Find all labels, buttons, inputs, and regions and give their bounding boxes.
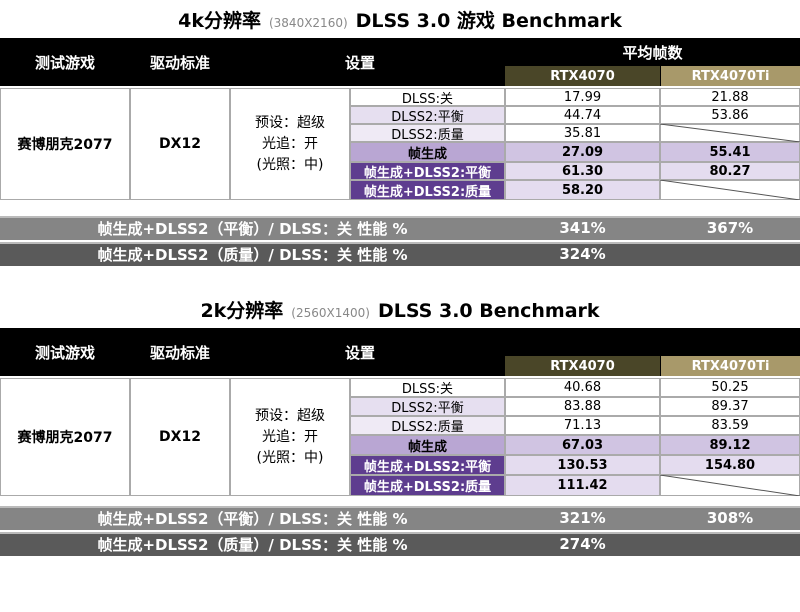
preset-cell: 预设：超级光追：开 (光照：中) bbox=[230, 378, 350, 496]
setting-cell: 帧生成+DLSS2:平衡 bbox=[350, 455, 505, 475]
empty-cell-slash bbox=[660, 180, 800, 200]
summary-bg bbox=[0, 532, 800, 556]
value-cell: 58.20 bbox=[505, 180, 660, 200]
value-cell: 130.53 bbox=[505, 455, 660, 475]
header-gpu1: RTX4070 bbox=[505, 356, 660, 376]
value-cell: 44.74 bbox=[505, 106, 660, 124]
title-resolution: (2560X1400) bbox=[291, 306, 370, 320]
preset-line: 光追：开 bbox=[262, 135, 318, 152]
header-game: 测试游戏 bbox=[0, 328, 130, 376]
value-cell: 61.30 bbox=[505, 162, 660, 180]
summary-value: 274% bbox=[559, 535, 606, 553]
header-average: 平均帧数 bbox=[505, 40, 800, 64]
value-cell: 50.25 bbox=[660, 378, 800, 397]
game-cell: 赛博朋克2077 bbox=[0, 88, 130, 200]
section-title: 4k分辨率 (3840X2160) DLSS 3.0 游戏 Benchmark bbox=[0, 2, 800, 32]
preset-line: (光照：中) bbox=[256, 449, 324, 466]
summary-label: 帧生成+DLSS2（平衡）/ DLSS：关 性能 % bbox=[97, 219, 408, 238]
preset-line: (光照：中) bbox=[256, 156, 324, 173]
setting-cell: DLSS2:质量 bbox=[350, 416, 505, 435]
setting-cell: DLSS2:质量 bbox=[350, 124, 505, 143]
setting-cell: 帧生成 bbox=[350, 142, 505, 162]
value-cell: 21.88 bbox=[660, 88, 800, 106]
summary-label: 帧生成+DLSS2（平衡）/ DLSS：关 性能 % bbox=[97, 509, 408, 528]
value-cell: 89.37 bbox=[660, 397, 800, 416]
value-cell: 35.81 bbox=[505, 124, 660, 142]
header-driver: 驱动标准 bbox=[130, 38, 230, 86]
driver-cell: DX12 bbox=[130, 378, 230, 496]
title-rest: DLSS 3.0 Benchmark bbox=[377, 300, 600, 322]
setting-cell: 帧生成 bbox=[350, 435, 505, 455]
summary-value: 321% bbox=[559, 509, 606, 527]
summary-bg bbox=[0, 506, 800, 530]
section-title: 2k分辨率 (2560X1400) DLSS 3.0 Benchmark bbox=[0, 292, 800, 322]
header-driver: 驱动标准 bbox=[130, 328, 230, 376]
summary-bg bbox=[0, 216, 800, 240]
value-cell: 80.27 bbox=[660, 162, 800, 180]
setting-cell: 帧生成+DLSS2:平衡 bbox=[350, 162, 505, 181]
empty-cell-slash bbox=[660, 475, 800, 496]
value-cell: 27.09 bbox=[505, 142, 660, 162]
value-cell: 53.86 bbox=[660, 106, 800, 124]
driver-cell: DX12 bbox=[130, 88, 230, 200]
title-main: 2k分辨率 bbox=[200, 300, 284, 322]
header-settings: 设置 bbox=[230, 328, 490, 376]
value-cell: 83.88 bbox=[505, 397, 660, 416]
value-cell: 83.59 bbox=[660, 416, 800, 435]
preset-line: 预设：超级 bbox=[255, 407, 325, 424]
preset-line: 光追：开 bbox=[262, 428, 318, 445]
header-gpu2: RTX4070Ti bbox=[661, 356, 800, 376]
header-gpu2: RTX4070Ti bbox=[661, 66, 800, 86]
value-cell: 111.42 bbox=[505, 475, 660, 496]
header-game: 测试游戏 bbox=[0, 38, 130, 86]
value-cell: 67.03 bbox=[505, 435, 660, 455]
value-cell: 17.99 bbox=[505, 88, 660, 106]
title-rest: DLSS 3.0 游戏 Benchmark bbox=[355, 10, 622, 32]
setting-cell: DLSS2:平衡 bbox=[350, 106, 505, 125]
setting-cell: DLSS:关 bbox=[350, 88, 505, 107]
preset-line: 预设：超级 bbox=[255, 114, 325, 131]
setting-cell: DLSS2:平衡 bbox=[350, 397, 505, 416]
preset-cell: 预设：超级光追：开 (光照：中) bbox=[230, 88, 350, 200]
setting-cell: 帧生成+DLSS2:质量 bbox=[350, 475, 505, 496]
game-cell: 赛博朋克2077 bbox=[0, 378, 130, 496]
summary-label: 帧生成+DLSS2（质量）/ DLSS：关 性能 % bbox=[97, 245, 408, 264]
value-cell: 40.68 bbox=[505, 378, 660, 397]
setting-cell: DLSS:关 bbox=[350, 378, 505, 397]
summary-value: 308% bbox=[706, 509, 754, 527]
summary-value: 367% bbox=[706, 219, 754, 237]
value-cell: 154.80 bbox=[660, 455, 800, 475]
empty-cell-slash bbox=[660, 124, 800, 142]
header-settings: 设置 bbox=[230, 38, 490, 86]
value-cell: 89.12 bbox=[660, 435, 800, 455]
summary-bg bbox=[0, 242, 800, 266]
value-cell: 71.13 bbox=[505, 416, 660, 435]
summary-value: 341% bbox=[559, 219, 606, 237]
setting-cell: 帧生成+DLSS2:质量 bbox=[350, 180, 505, 200]
title-resolution: (3840X2160) bbox=[268, 16, 348, 30]
header-gpu1: RTX4070 bbox=[505, 66, 660, 86]
value-cell: 55.41 bbox=[660, 142, 800, 162]
summary-value: 324% bbox=[559, 245, 606, 263]
title-main: 4k分辨率 bbox=[178, 10, 261, 32]
summary-label: 帧生成+DLSS2（质量）/ DLSS：关 性能 % bbox=[97, 535, 408, 554]
